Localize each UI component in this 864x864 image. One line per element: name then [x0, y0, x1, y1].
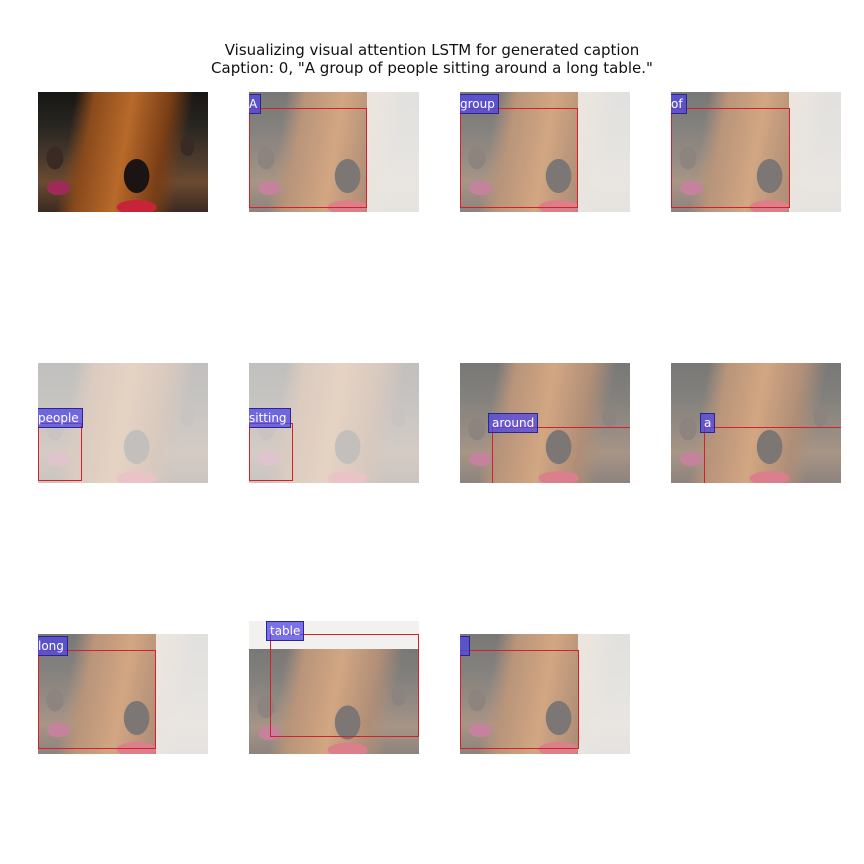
attention-veil — [156, 634, 208, 754]
original-image-panel — [38, 92, 208, 212]
attention-box — [249, 423, 293, 481]
word-label: people — [38, 408, 83, 428]
attention-box — [671, 108, 790, 208]
attention-panel-7: a — [671, 363, 841, 483]
attention-panel-2: group — [460, 92, 630, 212]
attention-panel-9: table — [249, 621, 419, 754]
party-photo — [38, 92, 208, 212]
word-label: of — [671, 94, 687, 114]
word-label: table — [266, 621, 305, 641]
word-label: long — [38, 636, 68, 656]
attention-panel-3: of — [671, 92, 841, 212]
attention-veil — [789, 92, 841, 212]
attention-veil — [367, 92, 419, 212]
attention-box — [38, 423, 82, 481]
attention-panel-5: sitting — [249, 363, 419, 483]
word-label: a — [700, 413, 716, 433]
attention-box — [460, 108, 578, 208]
attention-panel-10 — [460, 634, 630, 754]
attention-panel-4: people — [38, 363, 208, 483]
word-label: A — [249, 94, 262, 114]
attention-veil — [578, 92, 630, 212]
attention-box — [270, 634, 419, 737]
figure-title-line1: Visualizing visual attention LSTM for ge… — [224, 41, 640, 59]
attention-box — [249, 108, 367, 208]
attention-box — [704, 427, 841, 483]
word-label: group — [460, 94, 499, 114]
attention-panel-6: around — [460, 363, 630, 483]
word-label — [460, 636, 470, 656]
party-photo — [671, 363, 841, 483]
word-label: sitting — [249, 408, 291, 428]
word-label: around — [488, 413, 539, 433]
attention-veil — [578, 634, 630, 754]
attention-box — [460, 650, 579, 749]
attention-panel-8: long — [38, 634, 208, 754]
attention-box — [492, 427, 630, 483]
attention-panel-1: A — [249, 92, 419, 212]
figure-caption-line: Caption: 0, "A group of people sitting a… — [211, 59, 653, 77]
attention-box — [38, 650, 156, 749]
